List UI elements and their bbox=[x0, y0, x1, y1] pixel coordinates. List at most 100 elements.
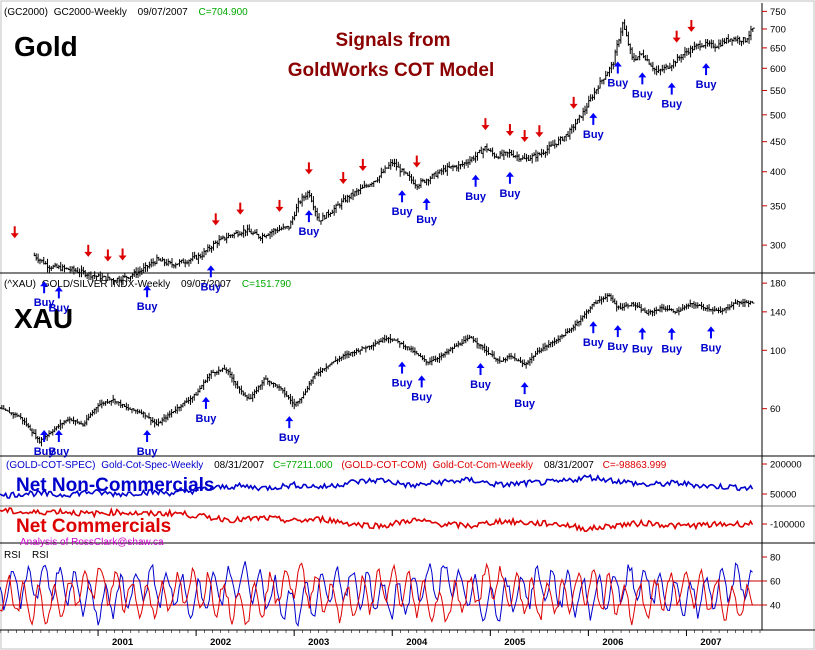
buy-signal-label: Buy bbox=[196, 413, 218, 425]
sell-signal bbox=[481, 118, 490, 131]
buy-signal-label: Buy bbox=[465, 191, 487, 203]
buy-signal-label: Buy bbox=[137, 446, 159, 458]
buy-signal: Buy bbox=[465, 174, 487, 203]
sell-signal bbox=[103, 249, 112, 262]
sell-signal bbox=[535, 125, 544, 138]
x-year-tick-label: 2002 bbox=[210, 637, 231, 648]
sell-signal bbox=[520, 130, 529, 143]
buy-signal: Buy bbox=[416, 198, 438, 226]
gold-header-name: GC2000-Weekly bbox=[54, 7, 127, 18]
title-line-2: GoldWorks COT Model bbox=[288, 60, 495, 81]
spec-header-value: C=77211.000 bbox=[273, 460, 333, 471]
buy-signal: Buy bbox=[137, 430, 159, 458]
x-year-tick-label: 2006 bbox=[602, 637, 623, 648]
buy-signal: Buy bbox=[470, 363, 492, 391]
gold-header: (GC2000) GC2000-Weekly 09/07/2007 C=704.… bbox=[4, 7, 248, 18]
x-year-tick-label: 2001 bbox=[112, 637, 134, 648]
buy-signal: Buy bbox=[500, 171, 521, 200]
buy-signal-label: Buy bbox=[392, 206, 414, 218]
xau-panel-label: XAU bbox=[14, 303, 73, 334]
com-header-date: 08/31/2007 bbox=[544, 460, 594, 471]
buy-signal: Buy bbox=[200, 265, 222, 293]
attribution-text: Analysis of RossClark@shaw.ca bbox=[20, 537, 164, 548]
sell-signal bbox=[672, 30, 681, 43]
gold-price-bar bbox=[750, 25, 753, 41]
x-year-tick-label: 2004 bbox=[406, 637, 428, 648]
gold-price-bar bbox=[318, 213, 322, 222]
gold-y-tick-label: 400 bbox=[770, 167, 786, 178]
buy-signal-label: Buy bbox=[696, 79, 718, 91]
buy-signal: Buy bbox=[661, 82, 683, 111]
sell-signal bbox=[236, 202, 245, 215]
spec-header-symbol: (GOLD-COT-SPEC) bbox=[6, 460, 95, 471]
gold-header-close: C=704.900 bbox=[199, 7, 249, 18]
buy-signal-label: Buy bbox=[279, 432, 301, 444]
rsi-y-tick-label: 80 bbox=[770, 553, 781, 564]
buy-signal-label: Buy bbox=[470, 379, 492, 391]
gold-price-bar bbox=[297, 197, 301, 213]
com-series-line bbox=[0, 506, 754, 533]
x-year-tick-label: 2003 bbox=[308, 637, 329, 648]
buy-signal: Buy bbox=[583, 112, 605, 141]
gold-header-date: 09/07/2007 bbox=[138, 7, 188, 18]
gold-y-tick-label: 350 bbox=[770, 201, 786, 212]
spec-series-line bbox=[0, 473, 754, 499]
gold-y-tick-label: 550 bbox=[770, 86, 786, 97]
buy-signal-label: Buy bbox=[48, 302, 70, 314]
buy-signal-label: Buy bbox=[632, 88, 654, 100]
x-year-tick-label: 2005 bbox=[504, 637, 526, 648]
gold-y-tick-label: 500 bbox=[770, 110, 786, 121]
sell-signal bbox=[339, 171, 348, 184]
buy-signal: Buy bbox=[514, 382, 536, 410]
gold-header-symbol: (GC2000) bbox=[4, 7, 48, 18]
gold-price-bar bbox=[384, 165, 388, 174]
sell-signal bbox=[412, 155, 421, 168]
sell-signal bbox=[211, 213, 220, 226]
cot-y-tick-label: 200000 bbox=[770, 460, 802, 471]
axis-tick-layer: 750 700 650 600 550 500 450 400 350 300 180 140 100 6… bbox=[0, 7, 805, 648]
buy-signal-label: Buy bbox=[514, 398, 536, 410]
gold-price-bar bbox=[320, 220, 323, 225]
cot-y-tick-label: 50000 bbox=[770, 490, 796, 501]
gold-y-tick-label: 700 bbox=[770, 24, 786, 35]
gold-y-tick-label: 600 bbox=[770, 64, 786, 75]
xau-price-bar bbox=[751, 301, 755, 304]
buy-signal: Buy bbox=[661, 327, 683, 356]
gold-price-bar bbox=[752, 27, 755, 33]
buy-signal-label: Buy bbox=[661, 344, 683, 356]
rsi-label-1: RSI bbox=[4, 550, 21, 561]
buy-signal: Buy bbox=[34, 281, 56, 309]
buy-signal-label: Buy bbox=[583, 337, 605, 349]
gold-price-bar bbox=[256, 228, 259, 236]
buy-signal-label: Buy bbox=[416, 214, 438, 226]
buy-signal: Buy bbox=[392, 361, 413, 390]
rsi-y-tick-label: 60 bbox=[770, 577, 781, 588]
buy-signal-label: Buy bbox=[607, 341, 629, 353]
gold-price-bar bbox=[175, 262, 178, 269]
buy-signal: Buy bbox=[411, 375, 433, 403]
gold-panel-label: Gold bbox=[14, 31, 78, 62]
sell-signal bbox=[687, 19, 696, 32]
sell-signal bbox=[304, 162, 313, 175]
buy-signal-label: Buy bbox=[48, 446, 70, 458]
buy-signal: Buy bbox=[696, 63, 718, 91]
buy-signal-label: Buy bbox=[299, 226, 321, 238]
cot-header: (GOLD-COT-SPEC) Gold-Cot-Spec-Weekly 08/… bbox=[6, 460, 667, 471]
gold-y-tick-label: 650 bbox=[770, 43, 786, 54]
buy-signal-label: Buy bbox=[411, 391, 433, 403]
cot-y-tick-label: -100000 bbox=[770, 520, 805, 531]
buy-signal: Buy bbox=[299, 210, 321, 238]
spec-header-date: 08/31/2007 bbox=[214, 460, 264, 471]
buy-signal: Buy bbox=[607, 325, 629, 353]
buy-signal-label: Buy bbox=[701, 342, 723, 354]
sell-signal bbox=[275, 199, 284, 212]
buy-signal: Buy bbox=[34, 430, 55, 458]
x-year-tick-label: 2007 bbox=[700, 637, 721, 648]
com-label: Net Commercials bbox=[16, 516, 171, 537]
gold-price-bar bbox=[639, 50, 642, 61]
buy-signal-label: Buy bbox=[34, 297, 56, 309]
rsi-series-line-blue bbox=[0, 561, 753, 628]
sell-signal bbox=[505, 124, 514, 137]
rsi-y-tick-label: 40 bbox=[770, 601, 781, 612]
